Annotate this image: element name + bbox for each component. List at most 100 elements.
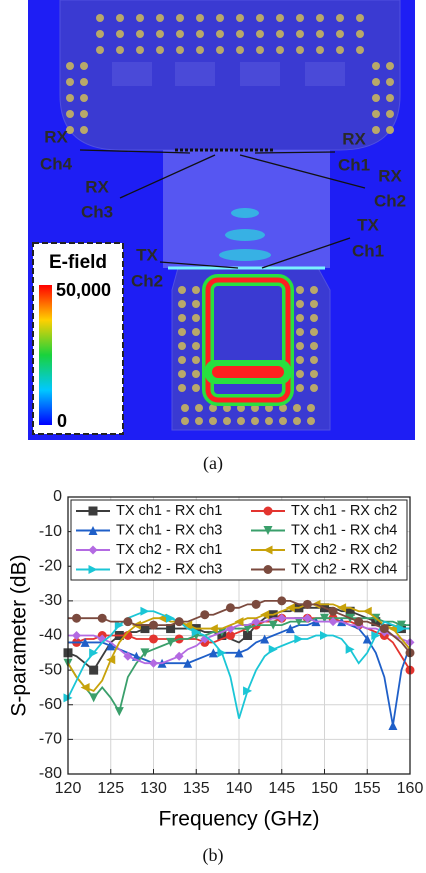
via <box>66 78 74 86</box>
via <box>96 46 104 54</box>
marker <box>174 651 184 661</box>
legend-label: TX ch1 - RX ch1 <box>116 503 222 519</box>
marker <box>320 631 329 640</box>
via <box>256 30 264 38</box>
marker <box>379 624 389 634</box>
via <box>310 342 318 350</box>
marker <box>234 648 244 658</box>
marker <box>263 506 273 516</box>
pad <box>305 62 345 86</box>
field-plot: RX Ch4 RX Ch3 RX Ch1 RX Ch2 TX Ch1 TX Ch… <box>28 0 415 474</box>
x-tick-label: 125 <box>97 780 124 797</box>
marker <box>80 637 90 647</box>
colorbar <box>39 285 52 425</box>
via <box>66 62 74 70</box>
via <box>195 404 203 412</box>
marker <box>174 617 184 627</box>
x-tick-label: 155 <box>354 780 381 797</box>
x-tick-label: 150 <box>311 780 338 797</box>
y-tick-label: -40 <box>39 627 62 644</box>
port-label: RX <box>85 177 109 196</box>
via <box>216 14 224 22</box>
marker <box>243 631 253 640</box>
via <box>310 384 318 392</box>
via <box>209 417 217 425</box>
marker <box>263 526 273 535</box>
marker <box>89 665 99 675</box>
via <box>216 46 224 54</box>
marker <box>320 613 329 623</box>
y-tick-label: -60 <box>39 696 62 713</box>
marker <box>243 686 253 696</box>
marker <box>88 565 98 574</box>
via <box>66 110 74 118</box>
via <box>307 417 315 425</box>
legend-label: TX ch2 - RX ch2 <box>291 542 397 558</box>
legend-label: TX ch1 - RX ch3 <box>116 522 222 538</box>
marker <box>149 620 158 630</box>
port-label: Ch1 <box>338 155 370 174</box>
via <box>276 14 284 22</box>
via <box>336 30 344 38</box>
port-label: Ch2 <box>131 271 163 290</box>
via <box>296 314 304 322</box>
via <box>66 126 74 134</box>
marker <box>371 631 381 640</box>
marker <box>149 634 158 644</box>
marker <box>208 624 218 634</box>
via <box>80 62 88 70</box>
port-label: RX <box>342 129 366 148</box>
via <box>178 314 186 322</box>
via <box>310 286 318 294</box>
colorbar-max: 50,000 <box>56 280 111 300</box>
marker <box>166 624 176 634</box>
marker <box>251 599 261 609</box>
via <box>372 110 380 118</box>
via <box>181 417 189 425</box>
via <box>223 417 231 425</box>
via <box>216 30 224 38</box>
x-tick-label: 140 <box>226 780 253 797</box>
marker <box>149 658 158 668</box>
via <box>296 328 304 336</box>
marker <box>88 545 98 555</box>
colorbar-title: E-field <box>49 252 107 273</box>
caption: (a) <box>203 453 223 474</box>
marker <box>89 648 99 658</box>
marker <box>97 613 107 623</box>
marker <box>337 603 347 613</box>
via <box>178 356 186 364</box>
caption: (b) <box>203 845 224 866</box>
via <box>310 356 318 364</box>
marker <box>114 707 124 717</box>
via <box>192 314 200 322</box>
via <box>66 94 74 102</box>
x-tick-label: 135 <box>183 780 210 797</box>
marker <box>106 655 116 665</box>
via <box>196 46 204 54</box>
port-label: RX <box>44 127 68 146</box>
via <box>176 46 184 54</box>
port-label: RX <box>378 166 402 185</box>
port-label: TX <box>357 215 379 234</box>
via <box>209 404 217 412</box>
marker <box>302 613 312 623</box>
marker <box>191 627 201 637</box>
via <box>181 404 189 412</box>
legend-label: TX ch1 - RX ch4 <box>291 522 397 538</box>
via <box>96 30 104 38</box>
legend-label: TX ch2 - RX ch4 <box>291 561 397 577</box>
via <box>80 94 88 102</box>
series-line <box>67 617 410 714</box>
marker <box>328 606 338 616</box>
via <box>265 417 273 425</box>
via <box>276 46 284 54</box>
chart: -80 -70 -60 -50 -40 -30 -20 -10 0 120 125 130 135 140… <box>8 488 424 866</box>
y-tick-label: -30 <box>39 592 62 609</box>
marker <box>294 634 304 644</box>
via <box>386 94 394 102</box>
marker <box>123 631 133 640</box>
via <box>237 417 245 425</box>
field <box>225 229 265 241</box>
marker <box>183 658 193 668</box>
